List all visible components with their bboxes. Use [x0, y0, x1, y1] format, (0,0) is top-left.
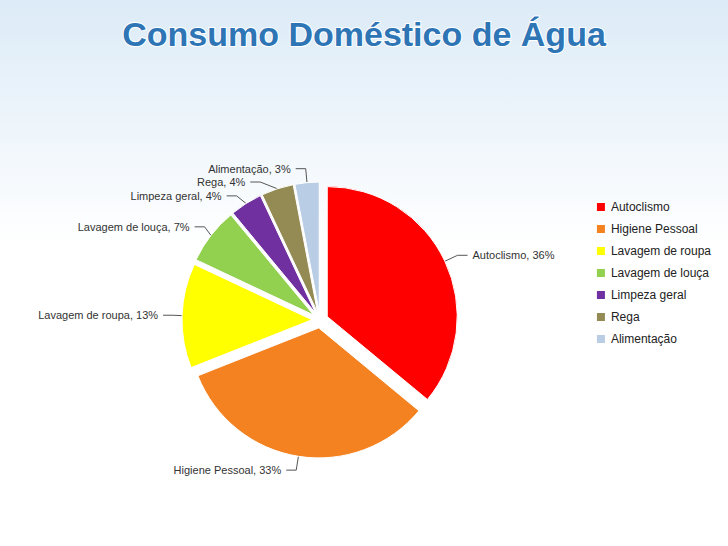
svg-text:Lavagem de louça: Lavagem de louça: [611, 266, 709, 280]
svg-text:Alimentação, 3%: Alimentação, 3%: [208, 163, 291, 175]
svg-text:Lavagem de louça, 7%: Lavagem de louça, 7%: [78, 221, 190, 233]
svg-text:Rega: Rega: [611, 310, 640, 324]
svg-text:Higiene Pessoal, 33%: Higiene Pessoal, 33%: [174, 464, 282, 476]
svg-text:Rega, 4%: Rega, 4%: [197, 176, 246, 188]
svg-text:Limpeza geral, 4%: Limpeza geral, 4%: [131, 190, 222, 202]
svg-text:Lavagem de roupa: Lavagem de roupa: [611, 244, 711, 258]
svg-text:Autoclismo, 36%: Autoclismo, 36%: [473, 249, 555, 261]
svg-text:Limpeza geral: Limpeza geral: [611, 288, 686, 302]
svg-text:Lavagem de roupa, 13%: Lavagem de roupa, 13%: [38, 309, 158, 321]
svg-text:Alimentação: Alimentação: [611, 332, 677, 346]
svg-text:Autoclismo: Autoclismo: [611, 200, 670, 214]
svg-text:Higiene Pessoal: Higiene Pessoal: [611, 222, 698, 236]
svg-text:Consumo Doméstico de Água: Consumo Doméstico de Água: [122, 15, 607, 53]
